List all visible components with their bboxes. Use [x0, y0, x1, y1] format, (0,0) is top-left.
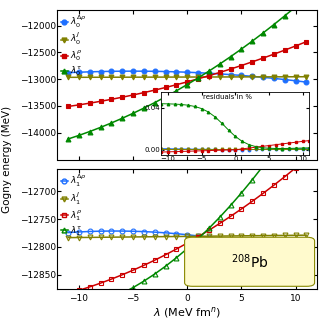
FancyBboxPatch shape [185, 237, 315, 286]
Legend: $\lambda_1^{\Delta\rho}$, $\lambda_1^{J}$, $\lambda_1^{\rho}$, $\lambda_1^{\tau}: $\lambda_1^{\Delta\rho}$, $\lambda_1^{J}… [60, 172, 87, 239]
X-axis label: $\lambda$ (MeV fm$^n$): $\lambda$ (MeV fm$^n$) [153, 305, 221, 319]
Legend: $\lambda_0^{\Delta\rho}$, $\lambda_0^{J}$, $\lambda_0^{\rho}$, $\lambda_0^{\tau}: $\lambda_0^{\Delta\rho}$, $\lambda_0^{J}… [60, 12, 87, 79]
Text: $^{208}$Pb: $^{208}$Pb [231, 252, 268, 271]
Text: Gogny energy (MeV): Gogny energy (MeV) [2, 106, 12, 213]
